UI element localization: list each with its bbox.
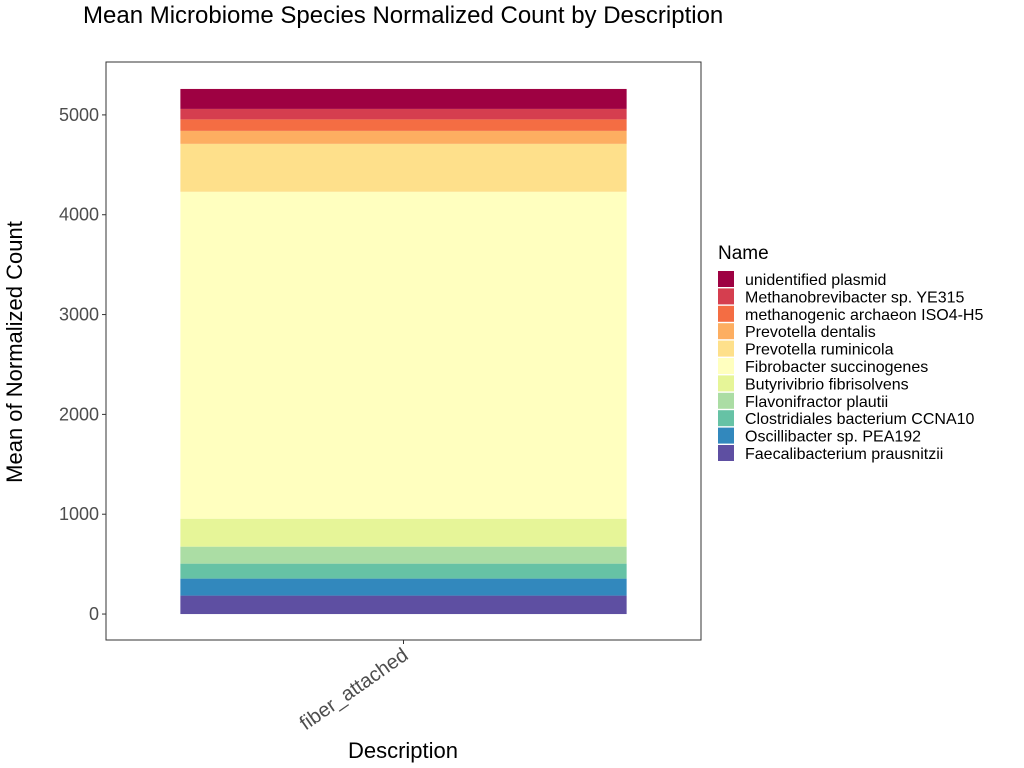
- legend-label: Prevotella ruminicola: [745, 342, 894, 359]
- legend-key: [718, 323, 734, 340]
- y-tick-label: 5000: [59, 105, 99, 125]
- bar-segment: [180, 88, 627, 109]
- bar-segment: [180, 130, 627, 144]
- legend-key: [718, 271, 734, 287]
- legend-key: [718, 375, 734, 392]
- legend-label: methanogenic archaeon ISO4-H5: [745, 307, 983, 324]
- bar-segment: [180, 191, 627, 519]
- legend-title: Name: [718, 243, 769, 264]
- y-tick-label: 3000: [59, 305, 99, 325]
- x-tick-label: fiber_attached: [296, 644, 412, 735]
- legend-label: Butyrivibrio fibrisolvens: [745, 376, 909, 393]
- bar-segment: [180, 595, 627, 615]
- legend-key: [718, 427, 734, 444]
- bar-segment: [180, 108, 627, 120]
- bar-segment: [180, 563, 627, 579]
- y-axis-title: Mean of Normalized Count: [2, 221, 27, 483]
- bar-stack: [180, 88, 627, 615]
- bar-segment: [180, 143, 627, 192]
- legend-label: Methanobrevibacter sp. YE315: [745, 289, 965, 306]
- legend-key: [718, 410, 734, 427]
- y-tick-label: 2000: [59, 404, 99, 424]
- y-tick-label: 0: [89, 604, 99, 624]
- legend-label: unidentified plasmid: [745, 272, 886, 289]
- y-tick-label: 4000: [59, 205, 99, 225]
- legend-label: Fibrobacter succinogenes: [745, 359, 928, 376]
- legend-key: [718, 445, 734, 461]
- legend: Name unidentified plasmidMethanobrevibac…: [718, 243, 983, 463]
- x-axis: fiber_attached: [296, 640, 412, 735]
- chart-title: Mean Microbiome Species Normalized Count…: [83, 2, 723, 29]
- legend-key: [718, 305, 734, 322]
- x-axis-title: Description: [348, 738, 458, 763]
- legend-key: [718, 288, 734, 305]
- y-axis: 0 1000 2000 3000 4000 5000: [59, 105, 106, 624]
- bar-segment: [180, 119, 627, 131]
- legend-label: Flavonifractor plautii: [745, 394, 888, 411]
- bar-segment: [180, 578, 627, 596]
- bar-segment: [180, 546, 627, 564]
- legend-label: Faecalibacterium prausnitzii: [745, 446, 943, 463]
- legend-key: [718, 358, 734, 374]
- legend-key: [718, 340, 734, 357]
- legend-label: Clostridiales bacterium CCNA10: [745, 411, 975, 428]
- legend-key: [718, 392, 734, 409]
- bar-segment: [180, 518, 627, 547]
- legend-label: Oscillibacter sp. PEA192: [745, 429, 921, 446]
- y-tick-label: 1000: [59, 504, 99, 524]
- legend-label: Prevotella dentalis: [745, 324, 876, 341]
